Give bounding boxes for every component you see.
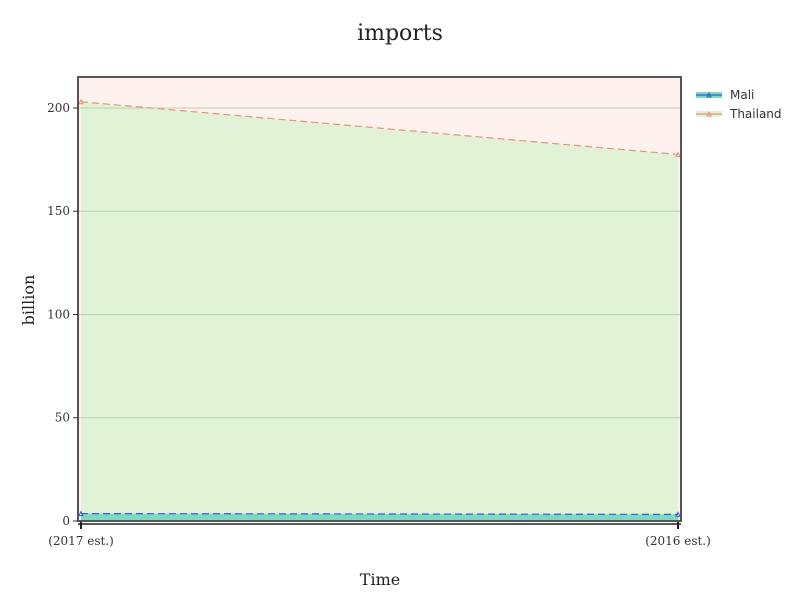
- area-fill-mali: [81, 513, 678, 521]
- area-fill-thailand: [81, 101, 678, 521]
- x-tick-label: (2016 est.): [645, 534, 711, 548]
- legend-label-thailand: Thailand: [729, 107, 782, 121]
- y-tick-label: 150: [47, 204, 70, 218]
- y-tick-label: 200: [47, 101, 70, 115]
- y-tick-label: 100: [47, 307, 70, 321]
- legend-marker-mali: [706, 91, 712, 98]
- chart-title: imports: [357, 21, 443, 46]
- data-point-thailand: [675, 151, 681, 157]
- data-point-mali: [78, 510, 84, 517]
- x-tick-label: (2017 est.): [48, 534, 114, 548]
- y-tick-label: 50: [55, 411, 70, 425]
- y-tick-label: 0: [62, 514, 70, 528]
- x-axis-label: Time: [360, 570, 400, 589]
- plot-frame: [77, 76, 682, 522]
- y-axis-label: billion: [19, 275, 38, 326]
- legend-marker-thailand: [706, 110, 712, 117]
- data-point-thailand: [78, 98, 84, 105]
- legend: Mali Thailand: [696, 88, 782, 121]
- data-point-mali: [675, 511, 681, 517]
- legend-label-mali: Mali: [730, 88, 754, 102]
- series-line-thailand: [80, 101, 679, 156]
- series-line-mali: [80, 512, 679, 515]
- plot-area: 0 50 100 150 200 (2017 est.) (2016 est.): [47, 76, 711, 548]
